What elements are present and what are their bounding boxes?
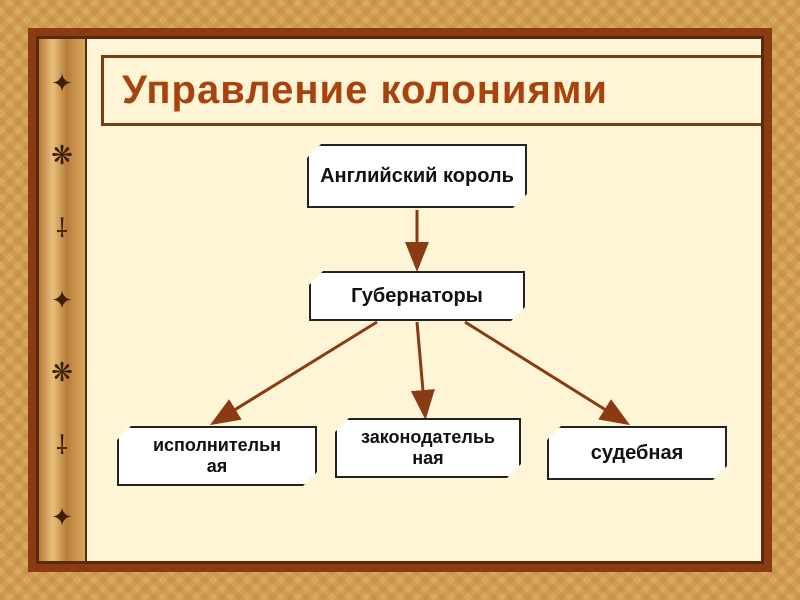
arrow-3	[465, 322, 625, 422]
fleur-icon: ❋	[51, 142, 73, 168]
fleur-icon: ❋	[51, 359, 73, 385]
node-legislative: законодательь ная	[335, 418, 521, 478]
node-king: Английский король	[307, 144, 527, 208]
title-box: Управление колониями	[101, 55, 761, 126]
slide-outer-frame: ✦ ❋ ⸸ ✦ ❋ ⸸ ✦ Управление колониями	[0, 0, 800, 600]
ornament-column: ✦ ❋ ⸸ ✦ ❋ ⸸ ✦	[39, 39, 87, 561]
node-governors: Губернаторы	[309, 271, 525, 321]
slide-content: Управление колониями Английский король Гу…	[87, 39, 761, 561]
fleur-icon: ✦	[51, 70, 73, 96]
arrow-1	[215, 322, 377, 422]
fleur-icon: ✦	[51, 504, 73, 530]
hierarchy-diagram: Английский король Губернаторы исполнительн…	[87, 126, 761, 548]
slide-inner-frame: ✦ ❋ ⸸ ✦ ❋ ⸸ ✦ Управление колониями	[36, 36, 764, 564]
fleur-icon: ✦	[51, 287, 73, 313]
fleur-icon: ⸸	[56, 215, 68, 241]
node-executive: исполнительн ая	[117, 426, 317, 486]
slide-mid-frame: ✦ ❋ ⸸ ✦ ❋ ⸸ ✦ Управление колониями	[28, 28, 772, 572]
fleur-icon: ⸸	[56, 432, 68, 458]
slide-title: Управление колониями	[122, 68, 743, 113]
node-judicial: судебная	[547, 426, 727, 480]
arrow-2	[417, 322, 425, 414]
